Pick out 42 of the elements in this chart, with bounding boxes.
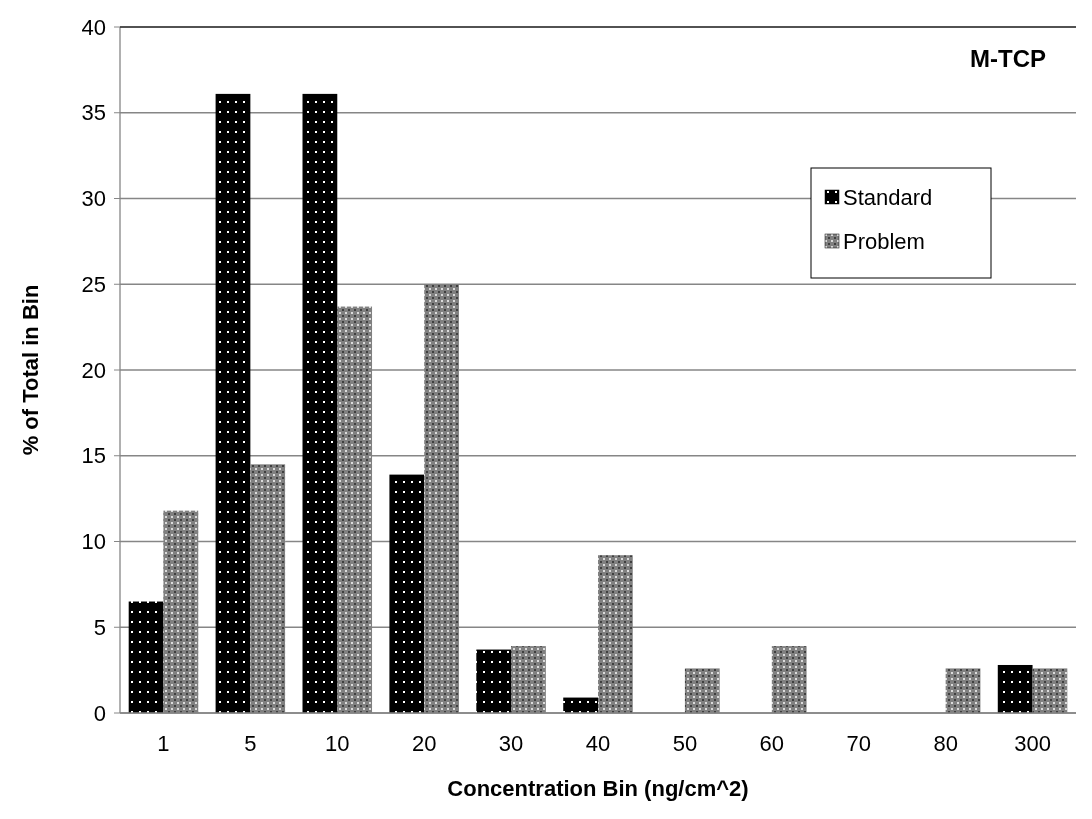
x-tick-label: 40: [585, 731, 611, 756]
y-tick-label: 15: [81, 443, 106, 469]
bar: [598, 555, 633, 713]
bar: [250, 464, 286, 713]
x-tick-label: 10: [325, 731, 350, 756]
legend-label: Standard: [843, 184, 933, 210]
x-tick-label: 30: [498, 731, 524, 756]
y-tick-label: 5: [93, 614, 106, 640]
bar: [128, 601, 164, 713]
y-tick-label: 0: [93, 700, 106, 726]
bar: [337, 306, 373, 713]
bar: [1032, 668, 1068, 713]
text: M-TCP: [970, 45, 1046, 73]
bar: [163, 510, 199, 713]
y-axis-title: % of Total in Bin: [18, 284, 43, 456]
bar: [424, 284, 459, 713]
bar: [511, 646, 546, 713]
x-tick-label: 60: [759, 731, 785, 756]
x-tick-label: 20: [411, 731, 437, 756]
bar: [563, 697, 598, 713]
x-tick-label: 80: [933, 731, 958, 756]
bar: [389, 474, 425, 713]
y-tick-label: 30: [81, 186, 106, 212]
x-tick-label: 1: [157, 731, 170, 756]
bar: [945, 668, 981, 713]
bar: [997, 664, 1033, 713]
bar: [771, 646, 807, 713]
x-axis-title: Concentration Bin (ng/cm^2): [447, 776, 749, 801]
bar: [302, 93, 338, 713]
bar: [476, 649, 512, 713]
y-tick-label: 25: [81, 271, 106, 297]
x-tick-label: 300: [1014, 731, 1051, 756]
y-tick-label: 20: [81, 357, 106, 383]
y-tick-label: 10: [81, 529, 106, 555]
y-tick-label: 40: [81, 14, 106, 40]
x-tick-label: 50: [672, 731, 698, 756]
bar: [684, 668, 720, 713]
x-tick-label: 5: [244, 731, 257, 756]
x-tick-label: 70: [846, 731, 871, 756]
legend-label: Problem: [843, 228, 925, 254]
bar: [215, 93, 251, 713]
y-tick-label: 35: [81, 100, 106, 126]
